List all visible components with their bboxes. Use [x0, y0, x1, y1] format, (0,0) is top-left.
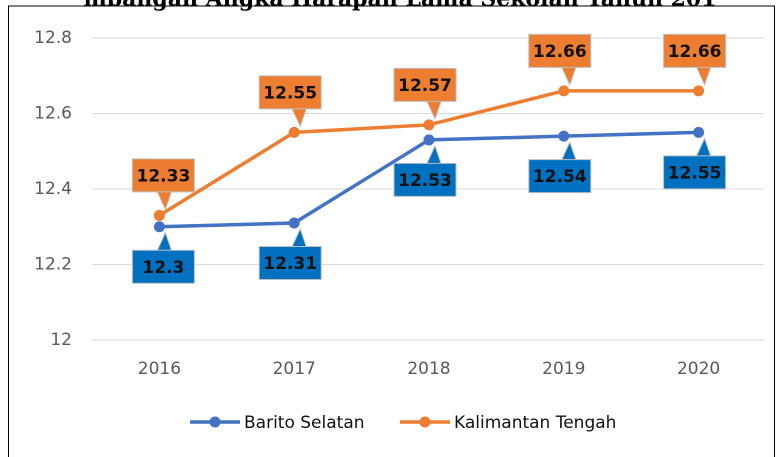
- y-tick-label: 12.8: [34, 28, 72, 48]
- point: [558, 130, 570, 142]
- point: [153, 221, 165, 233]
- data-label-box: [528, 140, 592, 194]
- x-tick-label: 2016: [138, 359, 181, 379]
- data-label-box: [131, 158, 195, 211]
- y-tick-label: 12.6: [34, 104, 72, 124]
- data-label: 12.55: [668, 163, 722, 183]
- data-label: 12.66: [533, 42, 587, 62]
- data-label-box: [393, 144, 457, 197]
- point: [693, 85, 705, 97]
- data-label-box: [528, 33, 592, 87]
- data-label-box: [663, 33, 727, 87]
- chart-border: [8, 5, 775, 457]
- x-tick-label: 2020: [677, 359, 720, 379]
- data-label-box: [131, 231, 195, 284]
- point: [288, 126, 300, 138]
- data-label-box: [393, 67, 457, 121]
- data-label-box: [663, 137, 727, 190]
- data-label: 12.3: [142, 258, 184, 278]
- point: [423, 134, 435, 146]
- y-tick-label: 12: [50, 330, 72, 350]
- data-label: 12.57: [398, 76, 452, 96]
- point: [558, 85, 570, 97]
- legend-marker: [209, 416, 221, 428]
- y-tick-label: 12.4: [34, 179, 72, 199]
- x-tick-label: 2019: [542, 359, 585, 379]
- legend-label: Kalimantan Tengah: [454, 413, 616, 433]
- legend-label: Barito Selatan: [244, 413, 365, 433]
- chart-title: mbangan Angka Harapan Lama Sekolah Tahun…: [83, 0, 716, 12]
- data-label: 12.55: [263, 83, 317, 103]
- data-label: 12.33: [137, 166, 191, 186]
- data-label: 12.31: [263, 254, 317, 274]
- point: [153, 209, 165, 221]
- x-tick-label: 2018: [407, 359, 450, 379]
- data-label: 12.53: [398, 171, 452, 191]
- data-label-box: [258, 227, 322, 280]
- point: [423, 119, 435, 131]
- point: [288, 217, 300, 229]
- data-label: 12.54: [533, 167, 587, 187]
- y-tick-label: 12.2: [34, 255, 72, 275]
- point: [693, 126, 705, 138]
- data-label-box: [258, 75, 322, 128]
- data-label: 12.66: [668, 42, 722, 62]
- legend-marker: [419, 416, 431, 428]
- x-tick-label: 2017: [273, 359, 316, 379]
